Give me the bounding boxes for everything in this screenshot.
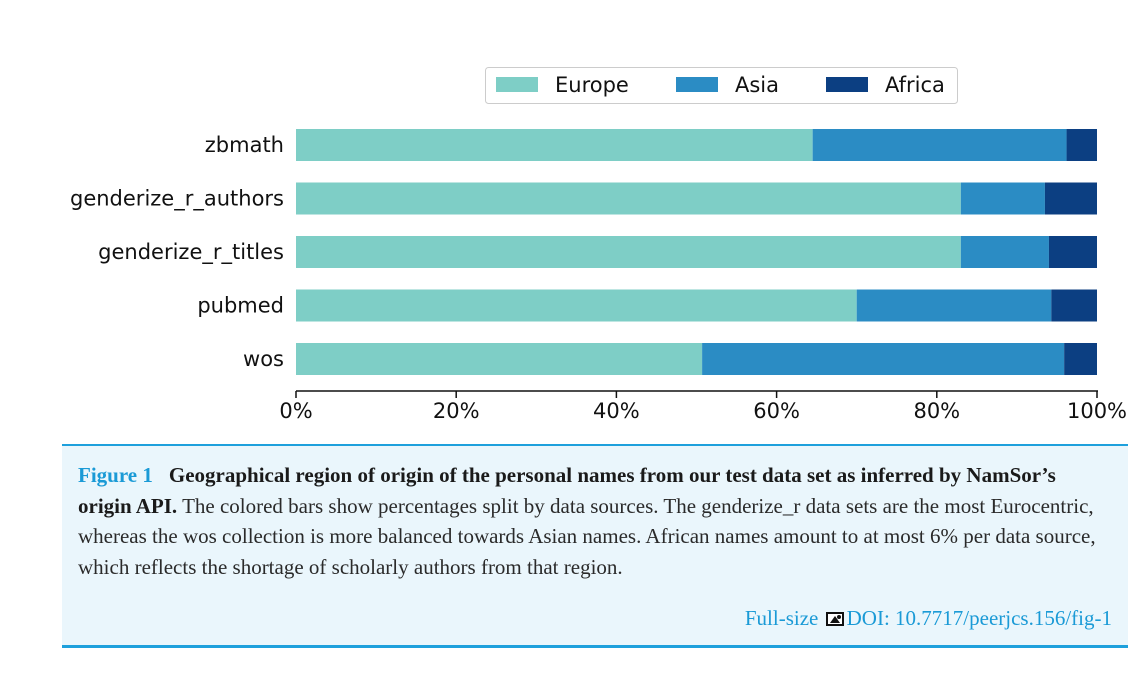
x-tick-label: 40% <box>593 399 640 423</box>
bar-genderize-r-authors-europe <box>296 182 961 215</box>
x-tick-label: 80% <box>913 399 960 423</box>
image-icon <box>825 611 844 626</box>
bar-genderize-r-authors-africa <box>1044 182 1097 215</box>
full-size-link[interactable]: Full-size <box>744 605 819 630</box>
caption-title: Geographical region of origin of the per… <box>78 463 1056 518</box>
legend-swatch-asia <box>676 77 718 92</box>
bar-wos-asia <box>702 343 1065 375</box>
category-label-zbmath: zbmath <box>205 133 284 157</box>
category-labels: zbmath genderize_r_authors genderize_r_tit… <box>70 133 284 371</box>
x-tick-label: 20% <box>433 399 480 423</box>
bar-genderize-r-titles-europe <box>296 236 961 268</box>
x-axis: 0% 20% 40% 60% 80% 100% <box>279 390 1127 423</box>
x-tick-label: 100% <box>1067 399 1127 423</box>
bar-pubmed-asia <box>856 289 1052 322</box>
legend-label-africa: Africa <box>885 73 945 97</box>
bar-zbmath-africa <box>1066 129 1097 161</box>
doi-link[interactable]: DOI: 10.7717/peerjcs.156/fig-1 <box>846 605 1112 630</box>
figure-number: Figure 1 <box>78 463 153 487</box>
bar-genderize-r-titles-asia <box>960 236 1049 268</box>
bar-pubmed-europe <box>296 289 857 322</box>
legend-swatch-europe <box>496 77 538 92</box>
category-label-pubmed: pubmed <box>197 294 284 318</box>
figure-caption: Figure 1 Geographical region of origin of… <box>62 444 1128 648</box>
bar-genderize-r-titles-africa <box>1048 236 1097 268</box>
bar-wos-africa <box>1064 343 1097 375</box>
legend-label-asia: Asia <box>735 73 779 97</box>
bar-area <box>296 129 1097 375</box>
bar-zbmath-europe <box>296 129 813 161</box>
stacked-bar-chart: Europe Asia Africa zbmath genderize_r_autho… <box>70 67 1127 423</box>
legend-label-europe: Europe <box>555 73 629 97</box>
x-tick-label: 60% <box>753 399 800 423</box>
bar-zbmath-asia <box>812 129 1067 161</box>
bar-pubmed-africa <box>1051 289 1097 322</box>
category-label-genderize-r-authors: genderize_r_authors <box>70 187 284 212</box>
legend-swatch-africa <box>826 77 868 92</box>
legend-frame <box>485 67 958 104</box>
caption-text: The colored bars show percentages split … <box>78 493 1096 579</box>
x-tick-label: 0% <box>279 399 312 423</box>
bar-wos-europe <box>296 343 703 375</box>
caption-links: Full-size DOI: 10.7717/peerjcs.156/fig-1 <box>745 603 1112 634</box>
bar-genderize-r-authors-asia <box>960 182 1045 215</box>
category-label-wos: wos <box>243 347 284 371</box>
chart-legend: Europe Asia Africa <box>485 67 958 104</box>
category-label-genderize-r-titles: genderize_r_titles <box>98 240 284 265</box>
